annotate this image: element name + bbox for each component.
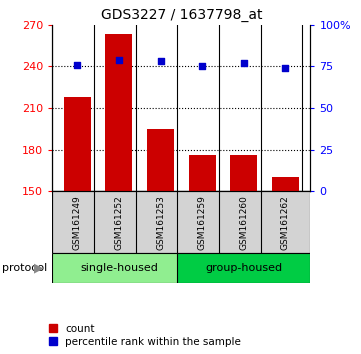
Bar [189, 155, 216, 191]
FancyBboxPatch shape [177, 191, 227, 253]
Title: GDS3227 / 1637798_at: GDS3227 / 1637798_at [101, 8, 262, 22]
FancyBboxPatch shape [52, 253, 186, 283]
Text: GSM161252: GSM161252 [114, 195, 123, 250]
Text: single-housed: single-housed [80, 263, 158, 273]
Legend: count, percentile rank within the sample: count, percentile rank within the sample [48, 324, 241, 347]
Text: GSM161249: GSM161249 [73, 195, 82, 250]
FancyBboxPatch shape [219, 191, 269, 253]
FancyBboxPatch shape [94, 191, 144, 253]
Point [283, 65, 288, 71]
Text: protocol: protocol [2, 263, 47, 273]
FancyBboxPatch shape [261, 191, 310, 253]
Text: group-housed: group-housed [205, 263, 282, 273]
Bar [105, 34, 132, 191]
Bar [272, 177, 299, 191]
Point [158, 58, 164, 64]
Bar [147, 129, 174, 191]
Bar [230, 155, 257, 191]
Text: GSM161259: GSM161259 [198, 195, 207, 250]
FancyBboxPatch shape [52, 191, 102, 253]
Point [199, 63, 205, 69]
FancyBboxPatch shape [136, 191, 186, 253]
Point [74, 62, 80, 68]
Bar [64, 97, 91, 191]
FancyBboxPatch shape [177, 253, 310, 283]
Text: GSM161260: GSM161260 [239, 195, 248, 250]
Point [241, 60, 247, 66]
Point [116, 57, 122, 63]
Text: GSM161253: GSM161253 [156, 195, 165, 250]
Text: GSM161262: GSM161262 [281, 195, 290, 250]
Text: ▶: ▶ [34, 262, 44, 275]
